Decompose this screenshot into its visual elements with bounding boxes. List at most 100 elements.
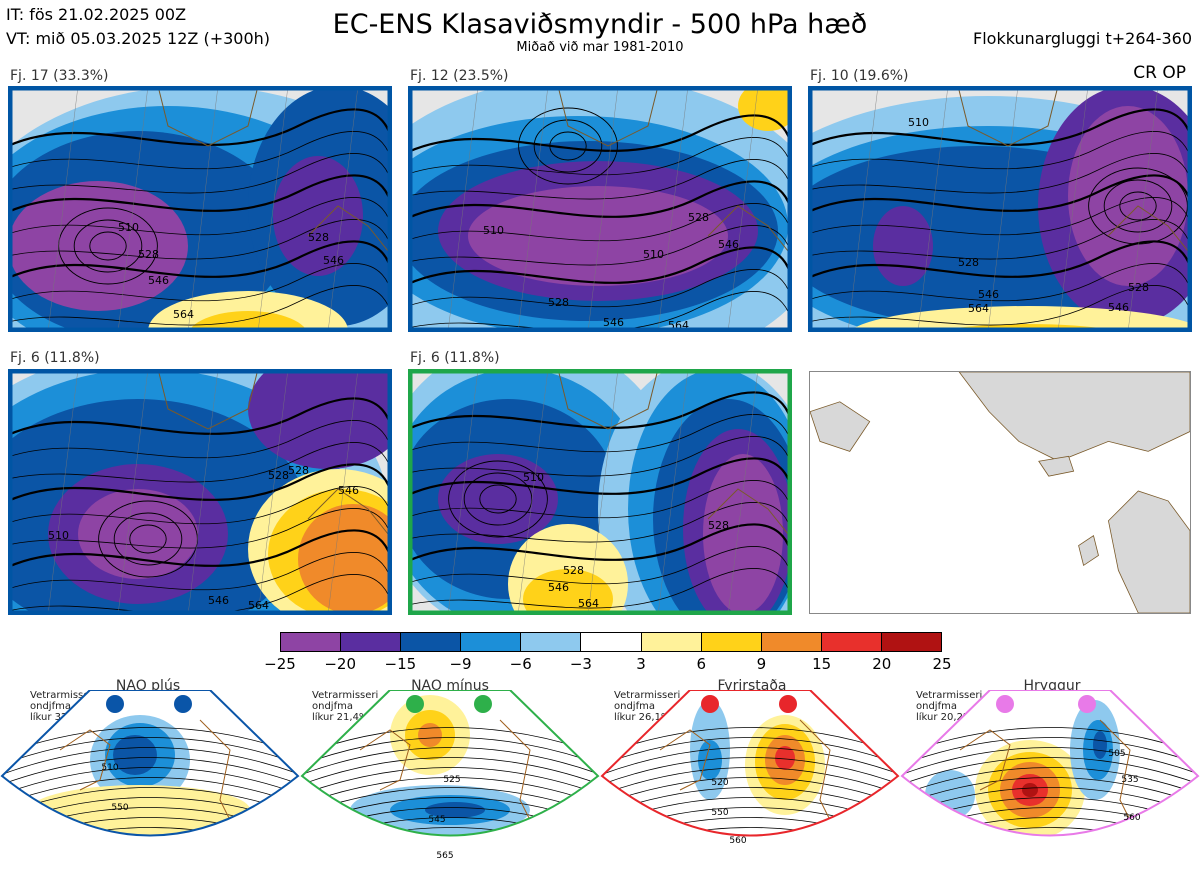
contour-label: 510 bbox=[483, 224, 504, 237]
graticule-line bbox=[257, 369, 289, 615]
graticule-line bbox=[657, 86, 689, 332]
regime-contour-label: 550 bbox=[711, 808, 728, 818]
contour-label: 510 bbox=[118, 221, 139, 234]
contour-label: 510 bbox=[523, 471, 544, 484]
cluster-map-svg: 510 528 546 564 528 bbox=[408, 369, 792, 615]
colorbar-swatch bbox=[881, 633, 942, 651]
regime-contour-label: 535 bbox=[1121, 775, 1138, 785]
contour-label: 546 bbox=[148, 274, 169, 287]
regime-contour-label: 510 bbox=[101, 763, 118, 773]
regime-svg: 510 550 bbox=[0, 690, 300, 837]
regime-marker bbox=[779, 695, 797, 713]
regime-anomaly bbox=[425, 802, 485, 818]
contour-label: 546 bbox=[718, 238, 739, 251]
colorbar-tick-label: −15 bbox=[384, 655, 417, 673]
colorbar-tick-label: −6 bbox=[509, 655, 532, 673]
regime-marker bbox=[1078, 695, 1096, 713]
regime-anomaly bbox=[1002, 849, 1038, 861]
anomaly-shading bbox=[1068, 106, 1188, 286]
coastline bbox=[157, 86, 259, 147]
cluster-label-5: Fj. 6 (11.8%) bbox=[410, 350, 500, 366]
colorbar-swatch bbox=[761, 633, 822, 651]
regime-contour bbox=[602, 777, 898, 806]
colorbar-swatch bbox=[821, 633, 882, 651]
coastline bbox=[307, 488, 392, 540]
contour-label: 546 bbox=[978, 288, 999, 301]
regime-map-blocking: 520 550 560 bbox=[600, 690, 902, 871]
colorbar-tick-label: −20 bbox=[324, 655, 356, 673]
coastline bbox=[957, 86, 1059, 147]
regime-contour bbox=[602, 767, 898, 796]
regime-contour bbox=[2, 737, 298, 766]
colorbar-swatch bbox=[341, 633, 402, 651]
regime-note-ridge: Vetrarmisseri ondjfma líkur 20,2% bbox=[916, 690, 983, 723]
regime-frame bbox=[0, 690, 300, 837]
page-title: EC-ENS Klasaviðsmyndir - 500 hPa hæð bbox=[332, 9, 868, 40]
regime-contour bbox=[2, 767, 298, 796]
contour-label: 528 bbox=[708, 519, 729, 532]
regime-contour bbox=[602, 827, 898, 836]
anomaly-shading bbox=[273, 156, 363, 276]
colorbar-tick-label: 25 bbox=[932, 655, 952, 673]
contour-label: 510 bbox=[908, 116, 929, 129]
closed-low-contour bbox=[89, 231, 127, 261]
regime-map-nao-plus: 510 550 bbox=[0, 690, 302, 871]
graticule-line bbox=[447, 369, 479, 615]
regime-anomaly bbox=[113, 735, 157, 775]
regime-anomaly bbox=[925, 770, 975, 820]
contour-label: 546 bbox=[208, 594, 229, 607]
graticule-line bbox=[657, 369, 689, 615]
regime-anomaly bbox=[1022, 783, 1038, 797]
regime-contour bbox=[302, 777, 598, 806]
regime-contour bbox=[902, 777, 1198, 806]
anomaly-shading bbox=[523, 569, 613, 615]
cluster-label-3: Fj. 10 (19.6%) bbox=[810, 68, 909, 84]
cluster-map-1: 510 528 546 564 528 546 bbox=[8, 86, 392, 332]
colorbar-swatch bbox=[521, 633, 582, 651]
init-time: IT: fös 21.02.2025 00Z bbox=[6, 5, 187, 24]
regime-contour bbox=[302, 747, 598, 776]
contour-label: 528 bbox=[138, 248, 159, 261]
contour-label: 528 bbox=[268, 469, 289, 482]
graticule-line bbox=[187, 369, 219, 615]
regime-contour bbox=[902, 827, 1198, 836]
graticule-line bbox=[587, 369, 619, 615]
contour-label: 510 bbox=[643, 248, 664, 261]
anomaly-shading bbox=[873, 206, 933, 286]
anomaly-colorbar bbox=[280, 632, 942, 652]
contour-label: 510 bbox=[48, 529, 69, 542]
regime-contour-label: 560 bbox=[1123, 813, 1140, 823]
cluster-map-4: 510 528 546 564 528 546 bbox=[8, 369, 392, 615]
regime-contour bbox=[602, 737, 898, 766]
regime-note-nao-minus: Vetrarmisseri ondjfma líkur 21,4% bbox=[312, 690, 379, 723]
anomaly-shading bbox=[78, 489, 198, 579]
crop-label: CR OP bbox=[1133, 63, 1186, 83]
graticule-line bbox=[447, 86, 479, 332]
colorbar-swatch bbox=[281, 633, 342, 651]
regime-marker bbox=[106, 695, 124, 713]
closed-low-contour bbox=[1103, 179, 1173, 233]
closed-low-contour bbox=[113, 512, 183, 566]
regime-contour bbox=[902, 767, 1198, 796]
regime-contour bbox=[902, 747, 1198, 776]
regime-svg: 505 535 560 bbox=[900, 690, 1200, 861]
regime-contour bbox=[302, 737, 598, 766]
cluster-label-4: Fj. 6 (11.8%) bbox=[10, 350, 100, 366]
regime-contour bbox=[602, 747, 898, 776]
regime-map-ridge: 505 535 560 bbox=[900, 690, 1200, 871]
coastline bbox=[307, 205, 392, 257]
regime-contour bbox=[2, 827, 298, 836]
climatology-subtitle: Miðað við mar 1981-2010 bbox=[516, 40, 684, 55]
regime-frame bbox=[900, 690, 1200, 837]
regime-contour bbox=[2, 757, 298, 786]
graticule-line bbox=[47, 86, 79, 332]
regime-contour bbox=[902, 757, 1198, 786]
regime-contour-label: 505 bbox=[1108, 749, 1125, 759]
regime-marker bbox=[701, 695, 719, 713]
contour-label: 528 bbox=[563, 564, 584, 577]
contour-label: 546 bbox=[1108, 301, 1129, 314]
cluster-map-svg: 510 528 546 564 528 546 bbox=[8, 86, 392, 332]
regime-frame bbox=[600, 690, 900, 837]
cluster-map-2: 510 528 546 564 510 528 546 bbox=[408, 86, 792, 332]
contour-label: 528 bbox=[1128, 281, 1149, 294]
